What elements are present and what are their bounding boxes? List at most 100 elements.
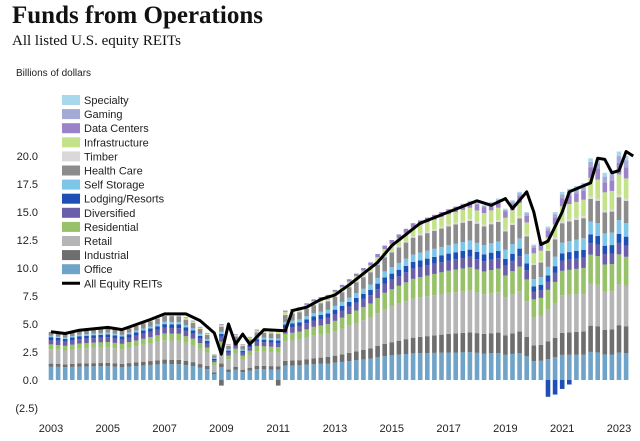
bar-segment-lodging-resorts <box>425 258 430 266</box>
bar-segment-industrial <box>304 359 309 365</box>
bar-segment-health-care <box>389 252 395 268</box>
bar-segment-health-care <box>318 303 324 312</box>
bar-segment-lodging-resorts <box>382 277 387 284</box>
bar-segment-lodging-resorts <box>148 328 153 332</box>
bar-segment-retail <box>247 355 253 368</box>
bar-segment-retail <box>126 347 132 364</box>
bar-segment-health-care <box>126 328 132 333</box>
bar-segment-gaming <box>574 188 579 194</box>
bar-segment-retail <box>616 284 622 326</box>
bar-segment-health-care <box>361 277 366 289</box>
y-tick-label: 17.5 <box>17 179 38 191</box>
bar-segment-timber <box>354 281 359 283</box>
bar-segment-residential <box>595 256 600 285</box>
bar-segment-lodging-resorts <box>453 252 458 260</box>
bar-segment-residential <box>275 347 281 353</box>
bar-segment-infrastructure <box>623 178 629 199</box>
bar-segment-self-storage <box>190 328 196 331</box>
bar-segment-industrial <box>375 345 380 358</box>
bar-segment-health-care <box>119 330 125 335</box>
bar-segment-industrial <box>261 365 267 370</box>
bar-segment-industrial <box>410 337 416 354</box>
bar-segment-office <box>510 353 515 380</box>
bar-segment-retail <box>496 292 501 333</box>
bar-segment-industrial <box>247 367 253 371</box>
bar-segment-gaming <box>474 203 480 205</box>
bar-segment-gaming <box>616 156 622 163</box>
bar-segment-retail <box>453 292 458 334</box>
bar-segment-residential <box>375 298 380 314</box>
bar-segment-data-centers <box>204 332 210 334</box>
bar-segment-office <box>389 355 395 380</box>
bar-segment-lodging-resorts <box>169 324 174 328</box>
bar-segment-health-care <box>212 355 217 358</box>
legend-swatch-infrastructure <box>62 137 80 148</box>
bar-segment-diversified <box>247 347 253 351</box>
bar-segment-health-care <box>84 329 89 335</box>
bar-segment-residential <box>240 355 245 360</box>
legend-swatch-data-centers <box>62 123 80 134</box>
bar-segment-retail <box>311 335 316 359</box>
bar-segment-retail <box>609 291 615 330</box>
bar-segment-timber <box>567 219 572 222</box>
bar-segment-industrial <box>467 332 473 353</box>
bar-segment-self-storage <box>126 332 132 335</box>
bar-segment-lodging-resorts <box>602 245 608 254</box>
bar-segment-diversified <box>304 323 309 330</box>
bar-segment-self-storage <box>162 321 167 325</box>
bar-segment-lodging-resorts <box>48 337 54 341</box>
bar-segment-diversified <box>581 257 586 268</box>
bar-segment-diversified <box>133 335 139 341</box>
bar-segment-lodging-resorts <box>616 233 622 243</box>
bar-segment-infrastructure <box>446 214 451 225</box>
bar-segment-residential <box>623 256 629 286</box>
bar-segment-industrial <box>595 326 600 353</box>
bar-segment-residential <box>148 337 153 344</box>
bar-segment-lodging-resorts <box>481 254 487 262</box>
bar-segment-residential <box>538 297 544 316</box>
bar-segment-industrial <box>119 363 125 367</box>
bar-segment-industrial <box>155 360 160 365</box>
bar-segment-diversified <box>503 265 508 276</box>
bar-segment-office <box>212 374 217 380</box>
bar-segment-industrial <box>574 331 579 355</box>
bar-segment-industrial <box>126 363 132 367</box>
bar-segment-infrastructure <box>616 174 622 195</box>
bar-segment-office <box>77 366 82 380</box>
bar-segment-self-storage <box>119 334 125 337</box>
bar-segment-infrastructure <box>545 237 551 250</box>
bar-segment-retail <box>567 294 572 333</box>
bar-segment-self-storage <box>545 266 551 276</box>
bar-segment-residential <box>368 303 373 318</box>
bar-segment-diversified <box>382 283 387 293</box>
bar-segment-self-storage <box>616 220 622 234</box>
bar-segment-residential <box>212 362 217 365</box>
legend-label-timber: Timber <box>84 151 118 163</box>
bar-segment-timber <box>474 221 480 224</box>
bar-segment-residential <box>126 342 132 348</box>
bar-segment-infrastructure <box>219 324 224 327</box>
bar-segment-self-storage <box>538 277 544 285</box>
bar-segment-lodging-resorts <box>62 338 68 342</box>
bar-segment-infrastructure <box>190 321 196 323</box>
bar-segment-lodging-resorts <box>112 335 118 339</box>
bar-negative-lodging-resorts <box>567 380 572 385</box>
bar-segment-self-storage <box>240 349 245 351</box>
bar-segment-industrial <box>524 336 529 357</box>
bar-segment-office <box>425 353 430 380</box>
bar-segment-industrial <box>55 363 61 367</box>
bar-segment-health-care <box>332 296 338 306</box>
bar-segment-industrial <box>389 342 395 356</box>
bar-segment-retail <box>574 294 579 332</box>
legend-label-residential: Residential <box>84 222 138 234</box>
bar-segment-timber <box>446 224 451 227</box>
bar-segment-office <box>588 351 593 380</box>
bar-segment-industrial <box>417 336 423 354</box>
bar-segment-residential <box>204 347 210 353</box>
bar-segment-self-storage <box>382 271 387 278</box>
bar-segment-gaming <box>524 213 529 216</box>
bar-segment-residential <box>382 292 387 310</box>
bar-segment-health-care <box>325 301 331 310</box>
bar-segment-diversified <box>467 256 473 268</box>
bar-segment-infrastructure <box>510 210 515 224</box>
